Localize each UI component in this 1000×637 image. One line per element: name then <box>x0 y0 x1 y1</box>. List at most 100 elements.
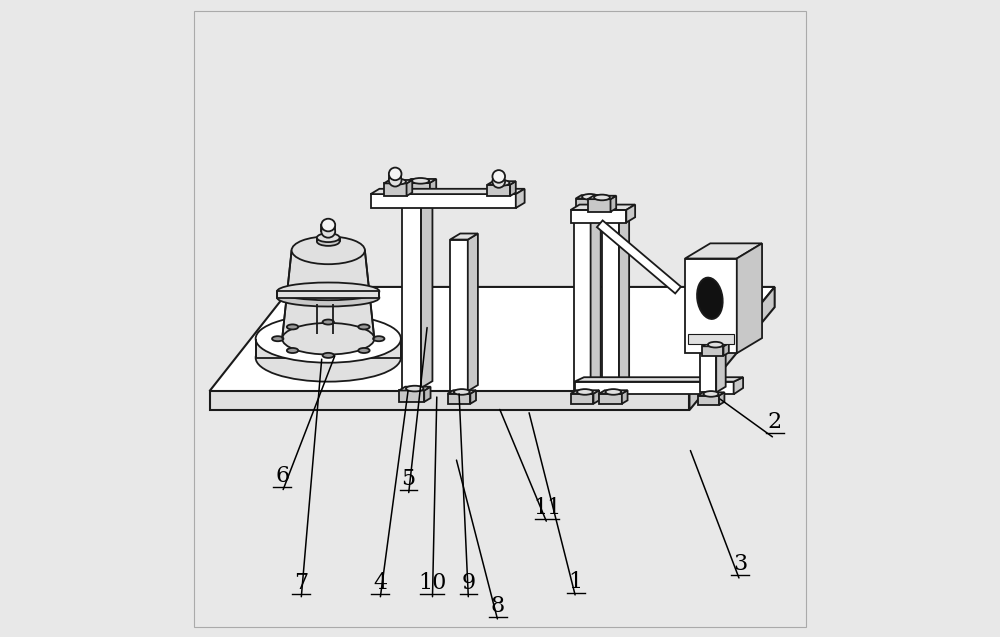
Polygon shape <box>405 183 430 194</box>
Polygon shape <box>599 394 622 404</box>
Polygon shape <box>588 196 616 199</box>
Text: 8: 8 <box>491 594 505 617</box>
Ellipse shape <box>282 323 374 355</box>
Polygon shape <box>402 196 421 388</box>
Polygon shape <box>622 390 628 404</box>
Ellipse shape <box>492 175 505 188</box>
Polygon shape <box>450 240 468 391</box>
Ellipse shape <box>272 336 283 341</box>
Polygon shape <box>430 179 436 194</box>
Polygon shape <box>487 185 510 196</box>
Polygon shape <box>277 291 379 297</box>
Text: 9: 9 <box>461 573 475 594</box>
Ellipse shape <box>494 180 510 186</box>
Polygon shape <box>448 394 470 404</box>
Polygon shape <box>399 390 424 402</box>
Ellipse shape <box>256 334 401 382</box>
Ellipse shape <box>389 168 401 180</box>
Polygon shape <box>516 189 525 208</box>
Ellipse shape <box>577 389 593 395</box>
Polygon shape <box>602 205 629 211</box>
Ellipse shape <box>703 391 719 397</box>
Polygon shape <box>723 343 729 355</box>
Text: 10: 10 <box>418 573 447 594</box>
Ellipse shape <box>277 282 379 300</box>
Ellipse shape <box>256 315 401 362</box>
Polygon shape <box>389 174 401 180</box>
Polygon shape <box>256 339 401 357</box>
Text: 5: 5 <box>401 468 416 490</box>
Ellipse shape <box>454 389 470 395</box>
Ellipse shape <box>697 278 723 319</box>
Ellipse shape <box>358 348 370 353</box>
Ellipse shape <box>317 233 340 242</box>
Ellipse shape <box>492 170 505 183</box>
Text: 6: 6 <box>275 465 289 487</box>
Text: 1: 1 <box>569 571 583 592</box>
Polygon shape <box>470 390 476 404</box>
Polygon shape <box>574 205 601 211</box>
Polygon shape <box>421 189 432 388</box>
Ellipse shape <box>389 174 401 187</box>
Ellipse shape <box>708 342 723 348</box>
Ellipse shape <box>317 237 340 246</box>
Polygon shape <box>487 181 516 185</box>
Polygon shape <box>599 390 628 394</box>
Polygon shape <box>450 234 478 240</box>
Polygon shape <box>407 180 412 196</box>
Polygon shape <box>719 392 724 405</box>
Polygon shape <box>468 234 478 391</box>
Polygon shape <box>619 205 629 391</box>
Polygon shape <box>698 396 719 405</box>
Polygon shape <box>575 382 734 394</box>
Polygon shape <box>574 211 591 391</box>
Polygon shape <box>402 189 432 196</box>
Polygon shape <box>405 179 436 183</box>
Polygon shape <box>384 180 412 183</box>
Polygon shape <box>702 347 723 355</box>
Ellipse shape <box>321 225 335 238</box>
Polygon shape <box>588 199 611 211</box>
Polygon shape <box>576 195 604 199</box>
Polygon shape <box>593 390 599 404</box>
Polygon shape <box>210 287 775 391</box>
Polygon shape <box>371 189 525 194</box>
Polygon shape <box>210 391 689 410</box>
Polygon shape <box>698 392 724 396</box>
Polygon shape <box>371 194 516 208</box>
Polygon shape <box>597 220 681 294</box>
Polygon shape <box>734 377 743 394</box>
Polygon shape <box>702 343 729 347</box>
Polygon shape <box>700 354 716 392</box>
Text: 2: 2 <box>768 412 782 433</box>
Polygon shape <box>510 181 516 196</box>
Polygon shape <box>317 238 340 241</box>
Text: 4: 4 <box>373 573 387 594</box>
Ellipse shape <box>406 386 424 391</box>
Ellipse shape <box>582 194 598 199</box>
Ellipse shape <box>373 336 384 341</box>
Polygon shape <box>591 205 601 391</box>
Ellipse shape <box>321 218 335 231</box>
Polygon shape <box>576 199 599 210</box>
Polygon shape <box>685 259 737 354</box>
Ellipse shape <box>287 324 298 329</box>
Polygon shape <box>626 204 635 222</box>
Ellipse shape <box>323 353 334 358</box>
Ellipse shape <box>594 195 610 200</box>
Polygon shape <box>448 390 476 394</box>
Ellipse shape <box>292 236 365 264</box>
Polygon shape <box>571 394 593 404</box>
Polygon shape <box>685 243 762 259</box>
Ellipse shape <box>358 324 370 329</box>
Polygon shape <box>282 250 374 339</box>
Polygon shape <box>571 204 635 210</box>
Polygon shape <box>571 390 599 394</box>
Polygon shape <box>737 243 762 354</box>
Polygon shape <box>716 348 726 392</box>
Ellipse shape <box>412 178 429 183</box>
Ellipse shape <box>323 320 334 325</box>
Polygon shape <box>321 225 335 231</box>
Polygon shape <box>571 210 626 222</box>
Text: 3: 3 <box>733 554 747 575</box>
